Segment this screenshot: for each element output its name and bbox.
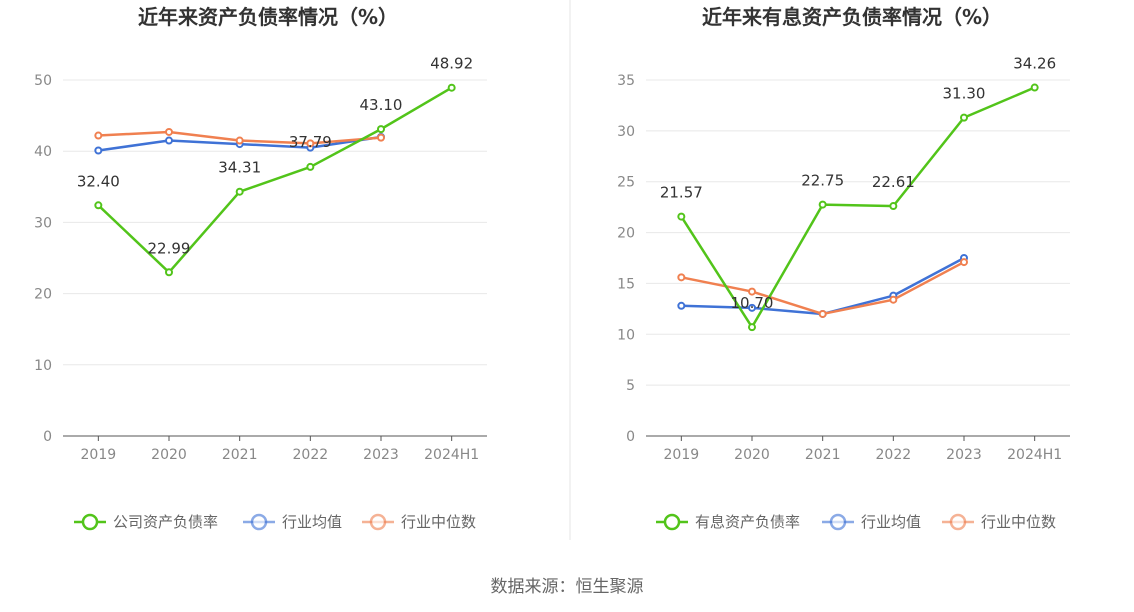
y-tick-label: 25	[617, 175, 635, 191]
source-note: 数据来源：恒生聚源	[490, 577, 644, 597]
data-point	[377, 133, 385, 142]
legend-marker	[663, 513, 681, 531]
x-tick-label: 2020	[734, 447, 770, 463]
data-point	[165, 268, 173, 277]
data-point	[235, 187, 244, 196]
x-tick-label: 2024H1	[424, 447, 479, 463]
y-tick-label: 50	[34, 73, 52, 89]
x-tick-label: 2019	[664, 447, 700, 463]
x-tick-label: 2023	[946, 447, 982, 463]
y-tick-label: 5	[626, 378, 635, 394]
data-label: 31.30	[943, 85, 986, 103]
data-point	[677, 212, 686, 221]
data-point	[748, 287, 756, 296]
x-tick-label: 2019	[81, 447, 117, 463]
x-tick-label: 2021	[222, 447, 258, 463]
legend-label: 有息资产负债率	[695, 513, 800, 531]
y-tick-label: 0	[626, 429, 635, 445]
data-point	[677, 273, 686, 282]
data-label: 22.99	[148, 239, 191, 257]
data-point	[677, 301, 686, 310]
data-point	[818, 200, 827, 209]
y-tick-label: 30	[34, 215, 52, 231]
data-point	[447, 83, 456, 92]
data-label: 34.31	[218, 159, 261, 177]
y-tick-label: 20	[617, 226, 635, 242]
series-line	[680, 86, 1036, 329]
data-label: 22.75	[801, 172, 844, 190]
data-point	[94, 146, 103, 155]
y-tick-label: 20	[34, 287, 52, 303]
data-point	[235, 136, 244, 145]
data-label: 22.61	[872, 173, 915, 191]
x-tick-label: 2022	[293, 447, 329, 463]
data-label: 48.92	[430, 55, 473, 73]
legend-label: 行业均值	[282, 513, 342, 531]
data-point	[960, 258, 968, 267]
data-point	[306, 139, 315, 148]
legend-label: 行业中位数	[401, 513, 476, 531]
legend-marker	[829, 513, 847, 531]
data-label: 43.10	[360, 96, 403, 114]
data-point	[818, 309, 827, 318]
data-point	[165, 136, 173, 145]
data-point	[748, 323, 756, 332]
data-point	[94, 131, 103, 140]
legend-label: 行业中位数	[981, 513, 1056, 531]
data-point	[165, 127, 173, 136]
x-tick-label: 2023	[363, 447, 399, 463]
data-label: 21.57	[660, 184, 703, 202]
data-label: 10.70	[731, 294, 774, 312]
y-tick-label: 10	[617, 327, 635, 343]
chart-title: 近年来有息资产负债率情况（%）	[702, 5, 1002, 29]
x-tick-label: 2020	[151, 447, 187, 463]
data-point	[889, 202, 898, 211]
series-line	[97, 86, 453, 274]
data-point	[1030, 83, 1039, 92]
data-point	[960, 113, 968, 122]
y-tick-label: 30	[617, 124, 635, 140]
data-point	[377, 125, 385, 134]
legend-marker	[949, 513, 967, 531]
data-label: 37.79	[289, 133, 332, 151]
x-tick-label: 2024H1	[1007, 447, 1062, 463]
y-tick-label: 35	[617, 73, 635, 89]
data-point	[94, 201, 103, 210]
y-tick-label: 40	[34, 144, 52, 160]
data-point	[889, 295, 898, 304]
data-point	[748, 303, 756, 312]
data-point	[306, 162, 315, 171]
x-tick-label: 2022	[876, 447, 912, 463]
legend-marker	[250, 513, 268, 531]
legend-marker	[81, 513, 99, 531]
y-tick-label: 15	[617, 276, 635, 292]
data-label: 34.26	[1013, 55, 1056, 73]
legend-label: 公司资产负债率	[113, 513, 218, 531]
data-label: 32.40	[77, 172, 120, 190]
y-tick-label: 0	[43, 429, 52, 445]
chart-title: 近年来资产负债率情况（%）	[138, 5, 398, 29]
x-tick-label: 2021	[805, 447, 841, 463]
y-tick-label: 10	[34, 358, 52, 374]
legend-label: 行业均值	[861, 513, 921, 531]
legend-marker	[369, 513, 387, 531]
